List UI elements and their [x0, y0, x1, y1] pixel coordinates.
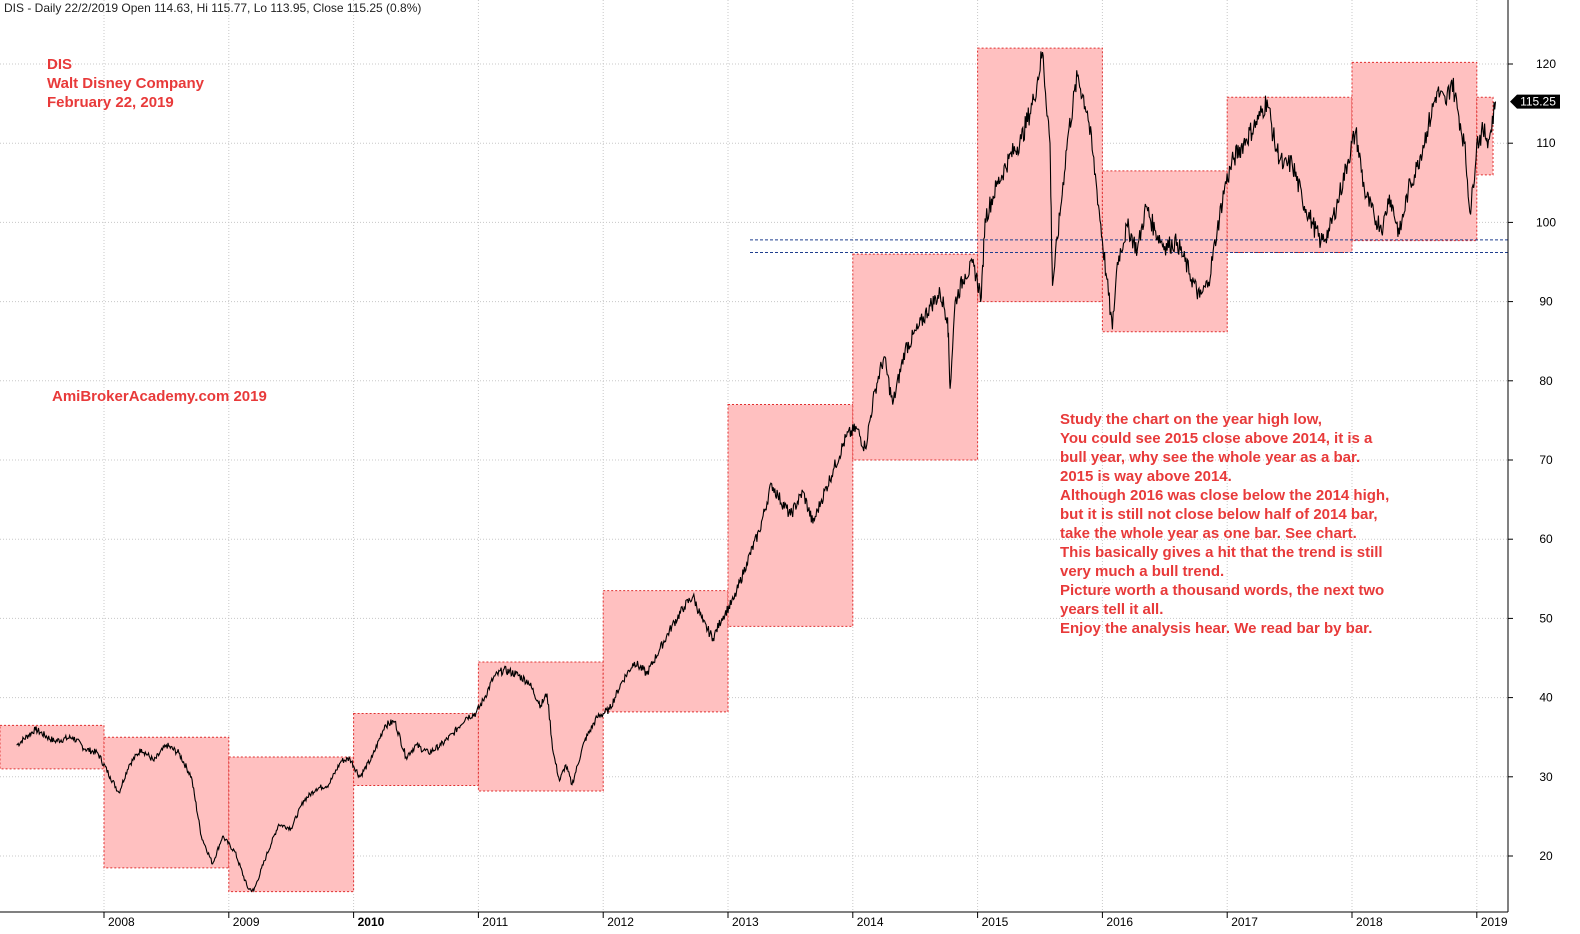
year-range-box [353, 712, 479, 787]
y-tick-label: 60 [1539, 532, 1553, 546]
x-tick-label: 2019 [1481, 915, 1508, 929]
y-tick-label: 120 [1536, 57, 1556, 71]
x-tick-label: 2008 [108, 915, 135, 929]
price-series [16, 51, 1497, 893]
note-line: take the whole year as one bar. See char… [1060, 525, 1357, 542]
note-line: This basically gives a hit that the tren… [1060, 544, 1383, 561]
price-line [16, 51, 1497, 893]
symbol-label: DIS [47, 56, 73, 73]
x-tick-label: 2016 [1106, 915, 1133, 929]
note-line: You could see 2015 close above 2014, it … [1060, 430, 1373, 447]
year-range-box [977, 47, 1103, 303]
x-tick-label: 2011 [482, 915, 508, 929]
year-range-box [0, 724, 105, 770]
y-tick-label: 110 [1536, 136, 1555, 150]
year-range-box [477, 661, 604, 792]
note-line: Although 2016 was close below the 2014 h… [1060, 487, 1390, 504]
year-range-box [228, 756, 355, 893]
year-range-box [1226, 96, 1353, 253]
title-block: DIS Walt Disney Company February 22, 201… [47, 55, 204, 112]
y-tick-label: 80 [1539, 374, 1553, 388]
note-line: Picture worth a thousand words, the next… [1060, 582, 1385, 599]
y-tick-label: 90 [1539, 295, 1553, 309]
note-line: years tell it all. [1060, 601, 1164, 618]
y-tick-label: 40 [1539, 691, 1553, 705]
year-range-box [852, 253, 979, 461]
y-tick-label: 100 [1536, 215, 1556, 229]
analysis-notes: Study the chart on the year high low, Yo… [1060, 410, 1389, 638]
note-line: Enjoy the analysis hear. We read bar by … [1060, 620, 1373, 637]
last-price-label: 115.25 [1520, 95, 1556, 109]
watermark: AmiBrokerAcademy.com 2019 [52, 388, 267, 405]
yearly-range-boxes [0, 47, 1494, 893]
company-label: Walt Disney Company [47, 75, 204, 92]
x-tick-label: 2010 [358, 915, 385, 929]
last-price-tag [1510, 94, 1560, 109]
x-tick-label: 2013 [732, 915, 759, 929]
quote-header: DIS - Daily 22/2/2019 Open 114.63, Hi 11… [4, 1, 422, 15]
x-tick-label: 2015 [982, 915, 1009, 929]
year-range-box [1351, 61, 1478, 242]
support-lines [750, 239, 1508, 253]
x-tick-label: 2009 [233, 915, 260, 929]
note-line: 2015 is way above 2014. [1060, 468, 1232, 485]
note-line: very much a bull trend. [1060, 563, 1225, 580]
note-line: bull year, why see the whole year as a b… [1060, 449, 1361, 466]
x-tick-label: 2014 [857, 915, 884, 929]
date-label: February 22, 2019 [47, 94, 174, 111]
y-tick-label: 30 [1539, 770, 1553, 784]
note-line: Study the chart on the year high low, [1060, 411, 1322, 428]
year-range-box [602, 590, 729, 713]
y-tick-label: 70 [1539, 453, 1553, 467]
x-tick-label: 2018 [1356, 915, 1383, 929]
year-range-box [103, 736, 230, 869]
x-tick-label: 2017 [1231, 915, 1258, 929]
note-line: but it is still not close below half of … [1060, 506, 1378, 523]
y-tick-label: 50 [1539, 611, 1553, 625]
y-tick-label: 20 [1539, 849, 1553, 863]
x-tick-label: 2012 [607, 915, 634, 929]
